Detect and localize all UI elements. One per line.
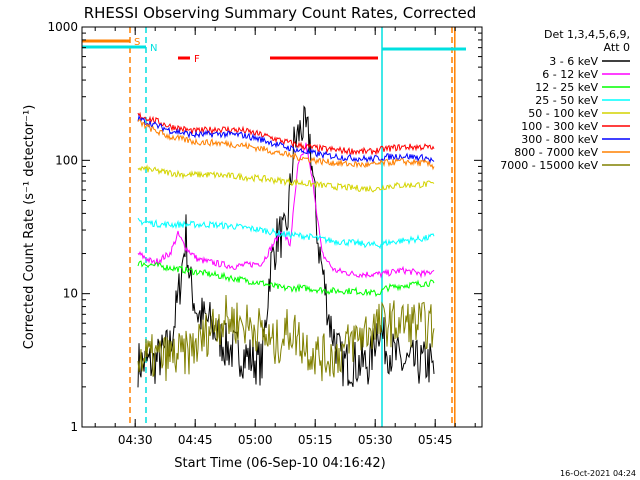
chart-title: RHESSI Observing Summary Count Rates, Co… <box>84 4 477 22</box>
generation-timestamp: 16-Oct-2021 04:24 <box>560 469 636 478</box>
event-marker-lines <box>129 27 456 427</box>
legend-header-line-2: Att 0 <box>604 41 630 54</box>
series-line <box>137 260 435 298</box>
legend-label: 50 - 100 keV <box>528 107 598 120</box>
y-axis-label: Corrected Count Rate (s⁻¹ detector⁻¹) <box>22 105 37 350</box>
plot-area: SN F 1 10 100 1000 04:30 04:45 05:00 05:15 05:30… <box>47 20 483 447</box>
series-line <box>137 105 435 388</box>
x-tick-label: 04:45 <box>178 433 213 447</box>
y-tick-label: 10 <box>63 287 78 301</box>
series-line <box>137 142 435 279</box>
legend-label: 6 - 12 keV <box>542 68 598 81</box>
y-axis-ticks: 1 10 100 1000 <box>47 20 482 434</box>
legend-label: 25 - 50 keV <box>535 94 598 107</box>
series-line <box>137 111 435 156</box>
flag-label: S <box>134 37 140 48</box>
series-line <box>137 119 435 171</box>
y-tick-label: 1 <box>70 420 78 434</box>
flag-label: F <box>194 54 200 65</box>
x-tick-label: 05:30 <box>358 433 393 447</box>
legend-label: 12 - 25 keV <box>535 81 598 94</box>
x-axis-ticks: 04:30 04:45 05:00 05:15 05:30 05:45 <box>94 27 476 447</box>
status-flags: SN F <box>82 37 466 65</box>
y-tick-label: 1000 <box>47 20 78 34</box>
x-tick-label: 04:30 <box>118 433 153 447</box>
data-series <box>137 105 435 388</box>
legend-label: 800 - 7000 keV <box>514 146 598 159</box>
y-tick-label: 100 <box>55 153 78 167</box>
x-tick-label: 05:45 <box>418 433 453 447</box>
x-tick-label: 05:15 <box>298 433 333 447</box>
legend-label: 3 - 6 keV <box>549 55 598 68</box>
plot-frame <box>81 26 483 428</box>
flag-label: N <box>150 43 157 54</box>
x-axis-label: Start Time (06-Sep-10 04:16:42) <box>174 456 385 471</box>
legend-label: 100 - 300 keV <box>521 120 598 133</box>
series-line <box>137 164 435 193</box>
series-line <box>137 294 435 382</box>
legend-label: 300 - 800 keV <box>521 133 598 146</box>
x-tick-label: 05:00 <box>238 433 273 447</box>
legend-label: 7000 - 15000 keV <box>500 159 598 172</box>
legend-header-line-1: Det 1,3,4,5,6,9, <box>544 28 630 41</box>
series-line <box>137 114 435 164</box>
series-line <box>137 217 435 250</box>
